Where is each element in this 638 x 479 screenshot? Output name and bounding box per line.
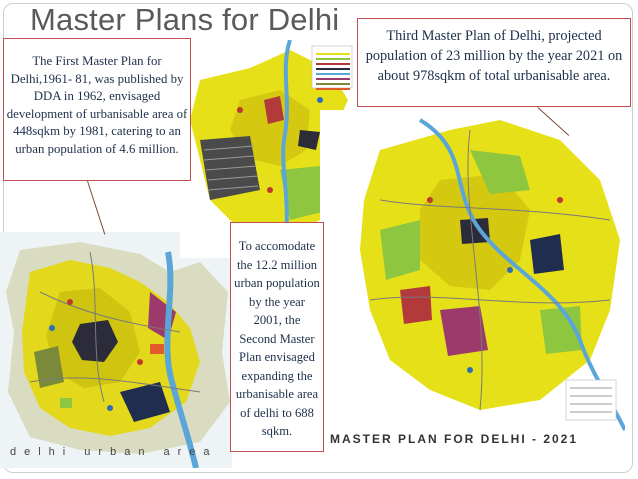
- first-plan-text: The First Master Plan for Delhi,1961- 81…: [6, 54, 188, 156]
- second-map-legend: [316, 50, 350, 93]
- second-master-plan-map: [180, 40, 385, 258]
- third-map-illustration: [320, 110, 625, 455]
- third-plan-callout: Third Master Plan of Delhi, projected po…: [357, 18, 631, 107]
- second-map-illustration: [180, 40, 385, 258]
- first-map-caption: delhi urban area: [10, 446, 218, 458]
- second-plan-callout: To accomodate the 12.2 million urban pop…: [230, 222, 324, 452]
- first-map-illustration: [0, 232, 232, 468]
- first-master-plan-map: delhi urban area: [0, 232, 232, 468]
- slide-title: Master Plans for Delhi: [30, 2, 340, 37]
- second-plan-text: To accomodate the 12.2 million urban pop…: [234, 239, 320, 438]
- third-plan-text: Third Master Plan of Delhi, projected po…: [365, 28, 623, 84]
- third-map-caption: MASTER PLAN FOR DELHI - 2021: [330, 432, 579, 446]
- third-master-plan-map: MASTER PLAN FOR DELHI - 2021: [320, 110, 625, 455]
- first-plan-callout: The First Master Plan for Delhi,1961- 81…: [3, 38, 191, 181]
